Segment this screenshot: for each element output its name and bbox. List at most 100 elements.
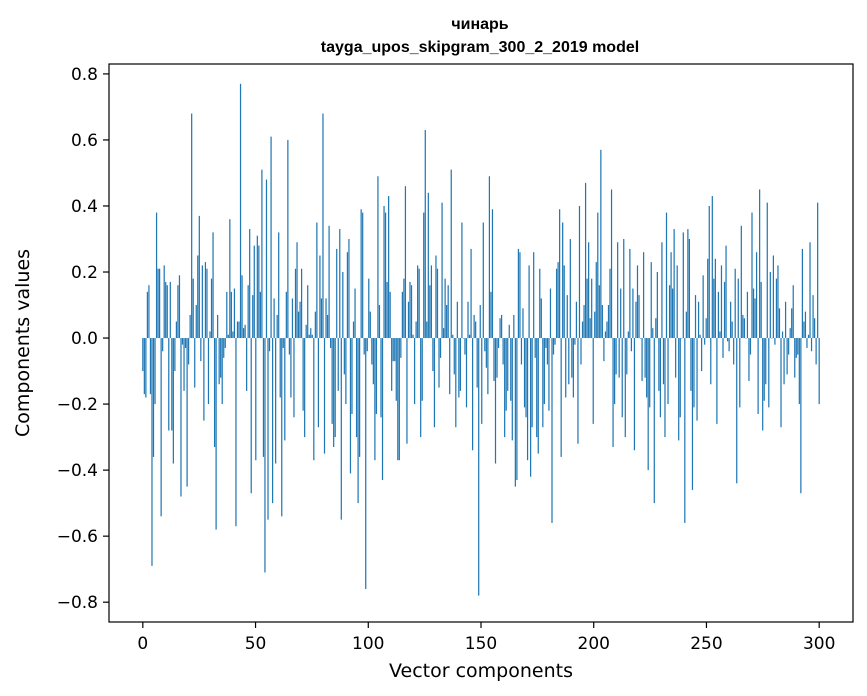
- bar: [455, 338, 457, 428]
- bar: [421, 338, 423, 401]
- y-axis-ticks: 0.8 0.6 0.4 0.2 0.0 −0.2 −0.4 −0.6 −0.8: [57, 65, 109, 613]
- bar: [505, 338, 507, 411]
- bar: [479, 305, 481, 339]
- bar: [818, 338, 820, 405]
- bar: [804, 311, 807, 339]
- bar: [433, 338, 436, 428]
- bar: [755, 252, 758, 339]
- bar: [464, 338, 466, 355]
- bar: [143, 338, 145, 395]
- bar: [200, 338, 202, 362]
- bar: [337, 338, 339, 391]
- bar: [798, 338, 800, 405]
- bar: [581, 321, 584, 339]
- bar: [363, 338, 365, 355]
- bar: [217, 314, 219, 339]
- bar: [534, 338, 536, 358]
- bar: [781, 331, 784, 339]
- bar: [227, 334, 229, 339]
- bar: [171, 338, 173, 431]
- bar: [681, 338, 683, 339]
- bar: [311, 334, 313, 339]
- bar: [783, 338, 785, 385]
- bar: [159, 268, 161, 339]
- bar: [305, 324, 307, 339]
- bar: [731, 321, 733, 339]
- bar: [549, 288, 552, 339]
- bar: [562, 222, 564, 339]
- bar: [662, 338, 665, 385]
- bar: [777, 265, 779, 339]
- bar: [594, 311, 596, 339]
- bar: [791, 308, 793, 339]
- bar: [598, 285, 600, 339]
- bar: [743, 318, 745, 339]
- bar: [757, 338, 759, 414]
- bar: [623, 238, 625, 339]
- bar: [559, 209, 561, 339]
- bar: [438, 338, 440, 388]
- bar: [545, 338, 547, 348]
- bar: [360, 209, 362, 339]
- bar: [722, 338, 724, 358]
- bar: [172, 338, 174, 464]
- bar: [401, 291, 403, 339]
- bar: [275, 338, 277, 464]
- bar: [253, 245, 255, 339]
- bar: [684, 338, 686, 523]
- bar: [375, 338, 378, 414]
- x-tick-label: 150: [465, 634, 497, 654]
- bar: [586, 278, 588, 339]
- x-axis-ticks: 0 50 100 150 200 250 300: [137, 622, 835, 654]
- bar: [537, 338, 539, 454]
- bar: [644, 338, 646, 378]
- bar: [678, 338, 680, 441]
- bar: [578, 205, 581, 339]
- bar: [560, 338, 562, 457]
- bar: [340, 338, 342, 520]
- bar: [348, 238, 350, 339]
- bar: [762, 338, 764, 431]
- bar: [713, 278, 715, 339]
- bar: [554, 338, 556, 345]
- bar: [461, 222, 463, 339]
- bar: [809, 242, 811, 339]
- bar: [293, 338, 295, 418]
- bar: [618, 338, 620, 378]
- bar: [282, 338, 284, 348]
- bar: [230, 291, 232, 339]
- bar: [384, 212, 387, 339]
- bar: [693, 338, 695, 408]
- y-tick-label: −0.8: [57, 593, 98, 613]
- y-tick-label: 0.2: [71, 263, 98, 283]
- bar: [711, 196, 713, 339]
- bar: [734, 268, 736, 339]
- bar: [546, 338, 549, 365]
- bar: [633, 338, 636, 451]
- bar: [299, 301, 301, 339]
- bar: [417, 265, 419, 339]
- bar: [215, 338, 217, 530]
- bar: [262, 338, 265, 457]
- bar: [728, 338, 730, 352]
- bar: [652, 328, 654, 339]
- bar: [436, 268, 439, 339]
- x-tick-label: 250: [690, 634, 722, 654]
- bar: [583, 305, 585, 339]
- bar: [508, 324, 510, 339]
- bar: [476, 338, 478, 388]
- bar: [766, 202, 768, 339]
- bar: [270, 136, 272, 339]
- bar: [331, 338, 333, 424]
- bar: [462, 338, 465, 339]
- bar: [786, 338, 788, 375]
- bar: [670, 252, 672, 339]
- bar: [606, 321, 608, 339]
- bar: [389, 291, 391, 339]
- bar: [806, 338, 808, 348]
- bar: [188, 338, 190, 365]
- bar: [588, 242, 590, 339]
- chart-subtitle: tayga_upos_skipgram_300_2_2019 model: [321, 39, 639, 56]
- bar: [653, 338, 655, 504]
- bar: [429, 285, 431, 339]
